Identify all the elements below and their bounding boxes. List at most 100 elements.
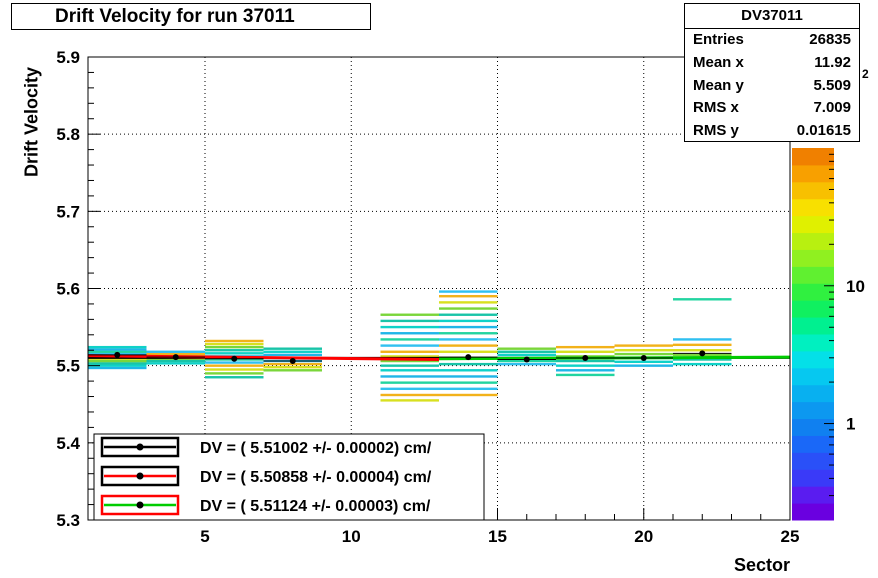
heatmap-cell <box>263 350 322 353</box>
heatmap-cell <box>673 349 732 352</box>
heatmap-cell <box>380 364 439 367</box>
heatmap-cell <box>556 369 615 372</box>
heatmap-cell <box>205 361 264 364</box>
colorbar-segment <box>792 435 834 453</box>
heatmap-cell <box>439 338 498 341</box>
colorbar-segment <box>792 486 834 504</box>
stats-row-rms-y: RMS y 0.01615 <box>685 120 859 143</box>
heatmap-cell <box>439 350 498 353</box>
heatmap-cell <box>88 364 147 367</box>
colorbar-segment <box>792 249 834 267</box>
heatmap-cell <box>556 364 615 367</box>
colorbar-segment <box>792 181 834 200</box>
heatmap-cell <box>497 347 556 350</box>
heatmap-cell <box>614 352 673 356</box>
heatmap-cell <box>439 387 498 391</box>
stats-key: Mean x <box>693 53 744 71</box>
colorbar-exponent-label: 2 <box>862 67 869 81</box>
heatmap-cell <box>263 369 322 372</box>
heatmap-cell <box>614 360 673 364</box>
heatmap-cell <box>380 319 439 323</box>
profile-point <box>231 355 238 362</box>
heatmap-cell <box>439 313 498 316</box>
heatmap-cell <box>380 393 439 397</box>
legend-marker <box>136 443 144 451</box>
x-tick-label: 20 <box>634 527 653 546</box>
heatmap-cell <box>556 373 615 377</box>
profile-point <box>582 354 589 361</box>
heatmap-cell <box>439 344 498 347</box>
x-tick-label: 25 <box>781 527 800 546</box>
heatmap-cell <box>146 350 205 353</box>
heatmap-cell <box>439 369 498 372</box>
heatmap-cell <box>439 393 498 397</box>
stats-value: 5.509 <box>813 76 851 94</box>
y-tick-label: 5.8 <box>56 125 80 144</box>
colorbar-segment <box>792 418 834 436</box>
heatmap-cell <box>380 350 439 353</box>
colorbar-segment <box>792 350 834 369</box>
heatmap-cell <box>556 350 615 353</box>
heatmap-cell <box>146 352 205 356</box>
colorbar-segment <box>792 266 834 284</box>
heatmap-cell <box>614 344 673 347</box>
heatmap-cell <box>263 353 322 357</box>
y-tick-label: 5.3 <box>56 511 80 530</box>
heatmap-cell <box>673 362 732 366</box>
profile-point <box>699 350 706 357</box>
heatmap-cell <box>439 295 498 298</box>
y-tick-label: 5.4 <box>56 434 80 453</box>
stats-key: RMS x <box>693 99 739 117</box>
colorbar-segment <box>792 401 834 420</box>
legend-entry-text: DV = ( 5.51002 +/- 0.00002) cm/ <box>200 440 432 457</box>
heatmap-cell <box>380 313 439 316</box>
heatmap-cell <box>614 349 673 352</box>
heatmap-cell <box>380 387 439 391</box>
heatmap-cell <box>146 362 205 365</box>
colorbar-segment <box>792 469 834 487</box>
legend-swatch <box>100 494 180 516</box>
heatmap-cell <box>497 350 556 353</box>
legend-entry-text: DV = ( 5.50858 +/- 0.00004) cm/ <box>200 469 432 486</box>
colorbar-segment <box>792 384 834 403</box>
heatmap-cell <box>380 375 439 378</box>
colorbar-tick-label: 10 <box>846 277 865 296</box>
y-tick-label: 5.5 <box>56 357 80 376</box>
heatmap-cell <box>380 332 439 335</box>
y-tick-label: 5.7 <box>56 202 80 221</box>
legend-swatch <box>100 465 180 487</box>
heatmap-cell <box>439 362 498 366</box>
heatmap-cell <box>380 359 439 363</box>
heatmap-cell <box>380 381 439 384</box>
heatmap-cell <box>380 369 439 372</box>
fit-line <box>87 354 440 361</box>
heatmap-cell <box>439 325 498 329</box>
heatmap-cell <box>380 355 439 358</box>
colorbar-segment <box>792 317 834 335</box>
stats-row-mean-y: Mean y 5.509 <box>685 75 859 98</box>
colorbar-segment <box>792 300 834 318</box>
x-tick-label: 10 <box>342 527 361 546</box>
colorbar-segment <box>792 503 834 521</box>
heatmap-cell <box>439 301 498 304</box>
stats-title: DV37011 <box>685 4 859 29</box>
y-tick-label: 5.6 <box>56 280 80 299</box>
heatmap-cell <box>439 381 498 384</box>
heatmap-cell <box>88 366 147 370</box>
heatmap-cell <box>263 362 322 366</box>
heatmap-cell <box>88 348 147 351</box>
profile-point <box>523 356 530 363</box>
heatmap-cell <box>205 376 264 379</box>
y-axis-title: Drift Velocity <box>21 66 42 178</box>
legend-entry-text: DV = ( 5.51124 +/- 0.00003) cm/ <box>200 498 431 515</box>
heatmap-cell <box>673 358 732 361</box>
x-tick-label: 15 <box>488 527 507 546</box>
y-tick-label: 5.9 <box>56 48 80 67</box>
heatmap-cell <box>205 345 264 349</box>
heatmap-cell <box>88 359 147 363</box>
profile-point <box>114 351 121 358</box>
heatmap-cell <box>205 368 264 371</box>
stats-row-mean-x: Mean x 11.92 <box>685 52 859 75</box>
heatmap-cell <box>263 347 322 350</box>
